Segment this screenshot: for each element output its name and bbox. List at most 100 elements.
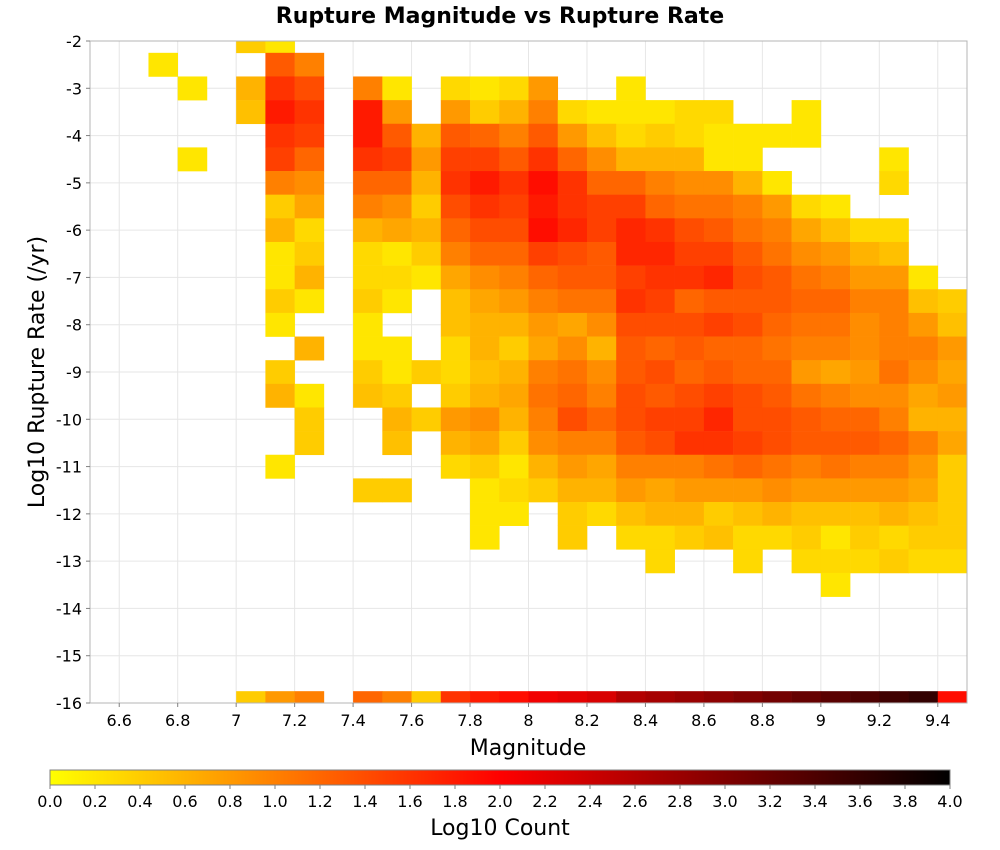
heatmap-cell [440,241,471,266]
heatmap-cell [382,407,412,432]
heatmap-cell [908,312,939,337]
heatmap-cell [908,691,939,703]
heatmap-cell [733,383,763,408]
heatmap-cell [353,171,383,195]
heatmap-cell [616,478,646,503]
heatmap-cell [908,336,939,361]
heatmap-cell [762,454,792,479]
heatmap-cell [528,100,559,125]
heatmap-cell [645,171,675,195]
heatmap-cell [645,265,675,290]
heatmap-cell [791,383,822,408]
heatmap-cell [908,478,939,503]
heatmap-cell [265,265,295,290]
x-tick-label: 9.4 [925,711,950,730]
heatmap-cell [586,312,617,337]
heatmap-cell [557,194,588,219]
heatmap-cell [353,336,383,361]
heatmap-cell [937,691,967,703]
heatmap-cell [470,431,500,456]
heatmap-cell [236,691,266,703]
heatmap-cell [353,194,383,219]
heatmap-cell [528,407,559,432]
heatmap-cell [528,76,559,101]
heatmap-cell [703,454,734,479]
heatmap-cell [499,289,529,314]
heatmap-cell [645,241,675,266]
heatmap-cell [411,218,442,243]
heatmap-cell [528,336,559,361]
heatmap-cell [879,171,909,195]
heatmap-cell [294,407,325,432]
y-tick-label: -16 [56,694,82,713]
heatmap-cell [645,525,675,550]
colorbar-tick-label: 1.4 [352,792,377,811]
heatmap-cell [674,383,705,408]
heatmap-cell [586,147,617,172]
heatmap-cell [645,147,675,172]
heatmap-cell [528,454,559,479]
heatmap-cell [937,336,967,361]
heatmap-cell [879,407,909,432]
heatmap-cell [528,383,559,408]
heatmap-cell [265,454,295,479]
heatmap-cell [265,383,295,408]
heatmap-cell [382,147,412,172]
heatmap-cell [499,123,529,148]
heatmap-cell [440,454,471,479]
heatmap-cell [762,431,792,456]
heatmap-cell [733,171,763,195]
y-tick-label: -6 [66,221,82,240]
heatmap-cell [177,76,208,101]
heatmap-cell [937,383,967,408]
x-tick-label: 8.2 [574,711,599,730]
heatmap-cell [645,194,675,219]
heatmap-cell [294,100,325,125]
heatmap-cell [616,312,646,337]
heatmap-cell [733,312,763,337]
heatmap-cell [557,691,588,703]
y-tick-label: -7 [66,268,82,287]
heatmap-cell [645,691,675,703]
heatmap-cell [411,407,442,432]
heatmap-cell [908,549,939,574]
heatmap-cell [967,360,997,384]
heatmap-cell [762,289,792,314]
heatmap-cell [762,383,792,408]
heatmap-cell [762,194,792,219]
heatmap-cell [382,478,412,503]
heatmap-cell [733,147,763,172]
heatmap-cell [645,478,675,503]
heatmap-cell [674,525,705,550]
heatmap-cell [353,100,383,125]
heatmap-cell [557,123,588,148]
heatmap-cell [820,502,851,526]
heatmap-cell [557,383,588,408]
heatmap-cell [586,289,617,314]
heatmap-cell [879,478,909,503]
heatmap-cell [674,336,705,361]
heatmap-cell [528,147,559,172]
heatmap-cell [703,265,734,290]
heatmap-cell [382,218,412,243]
heatmap-cell [499,312,529,337]
heatmap-cell [908,454,939,479]
heatmap-cell [499,218,529,243]
heatmap-cell [733,194,763,219]
heatmap-cell [967,407,997,431]
heatmap-cell [294,123,325,148]
heatmap-cell [294,171,325,195]
heatmap-cell [586,194,617,219]
heatmap-cell [470,289,500,314]
heatmap-cell [440,265,471,290]
heatmap-cell [820,194,851,219]
heatmap-cell [294,431,325,456]
heatmap-cell [353,241,383,266]
heatmap-cell [674,312,705,337]
heatmap-cell [616,171,646,195]
heatmap-cell [820,265,851,290]
x-axis-ticks: 6.6 6.8 7 7.2 7.4 7.6 7.8 8 8.2 8.4 8.6 8.8 9 9.2 9.4 [107,703,950,730]
heatmap-cell [382,431,412,456]
x-tick-label: 6.6 [107,711,132,730]
heatmap-cell [528,360,559,385]
